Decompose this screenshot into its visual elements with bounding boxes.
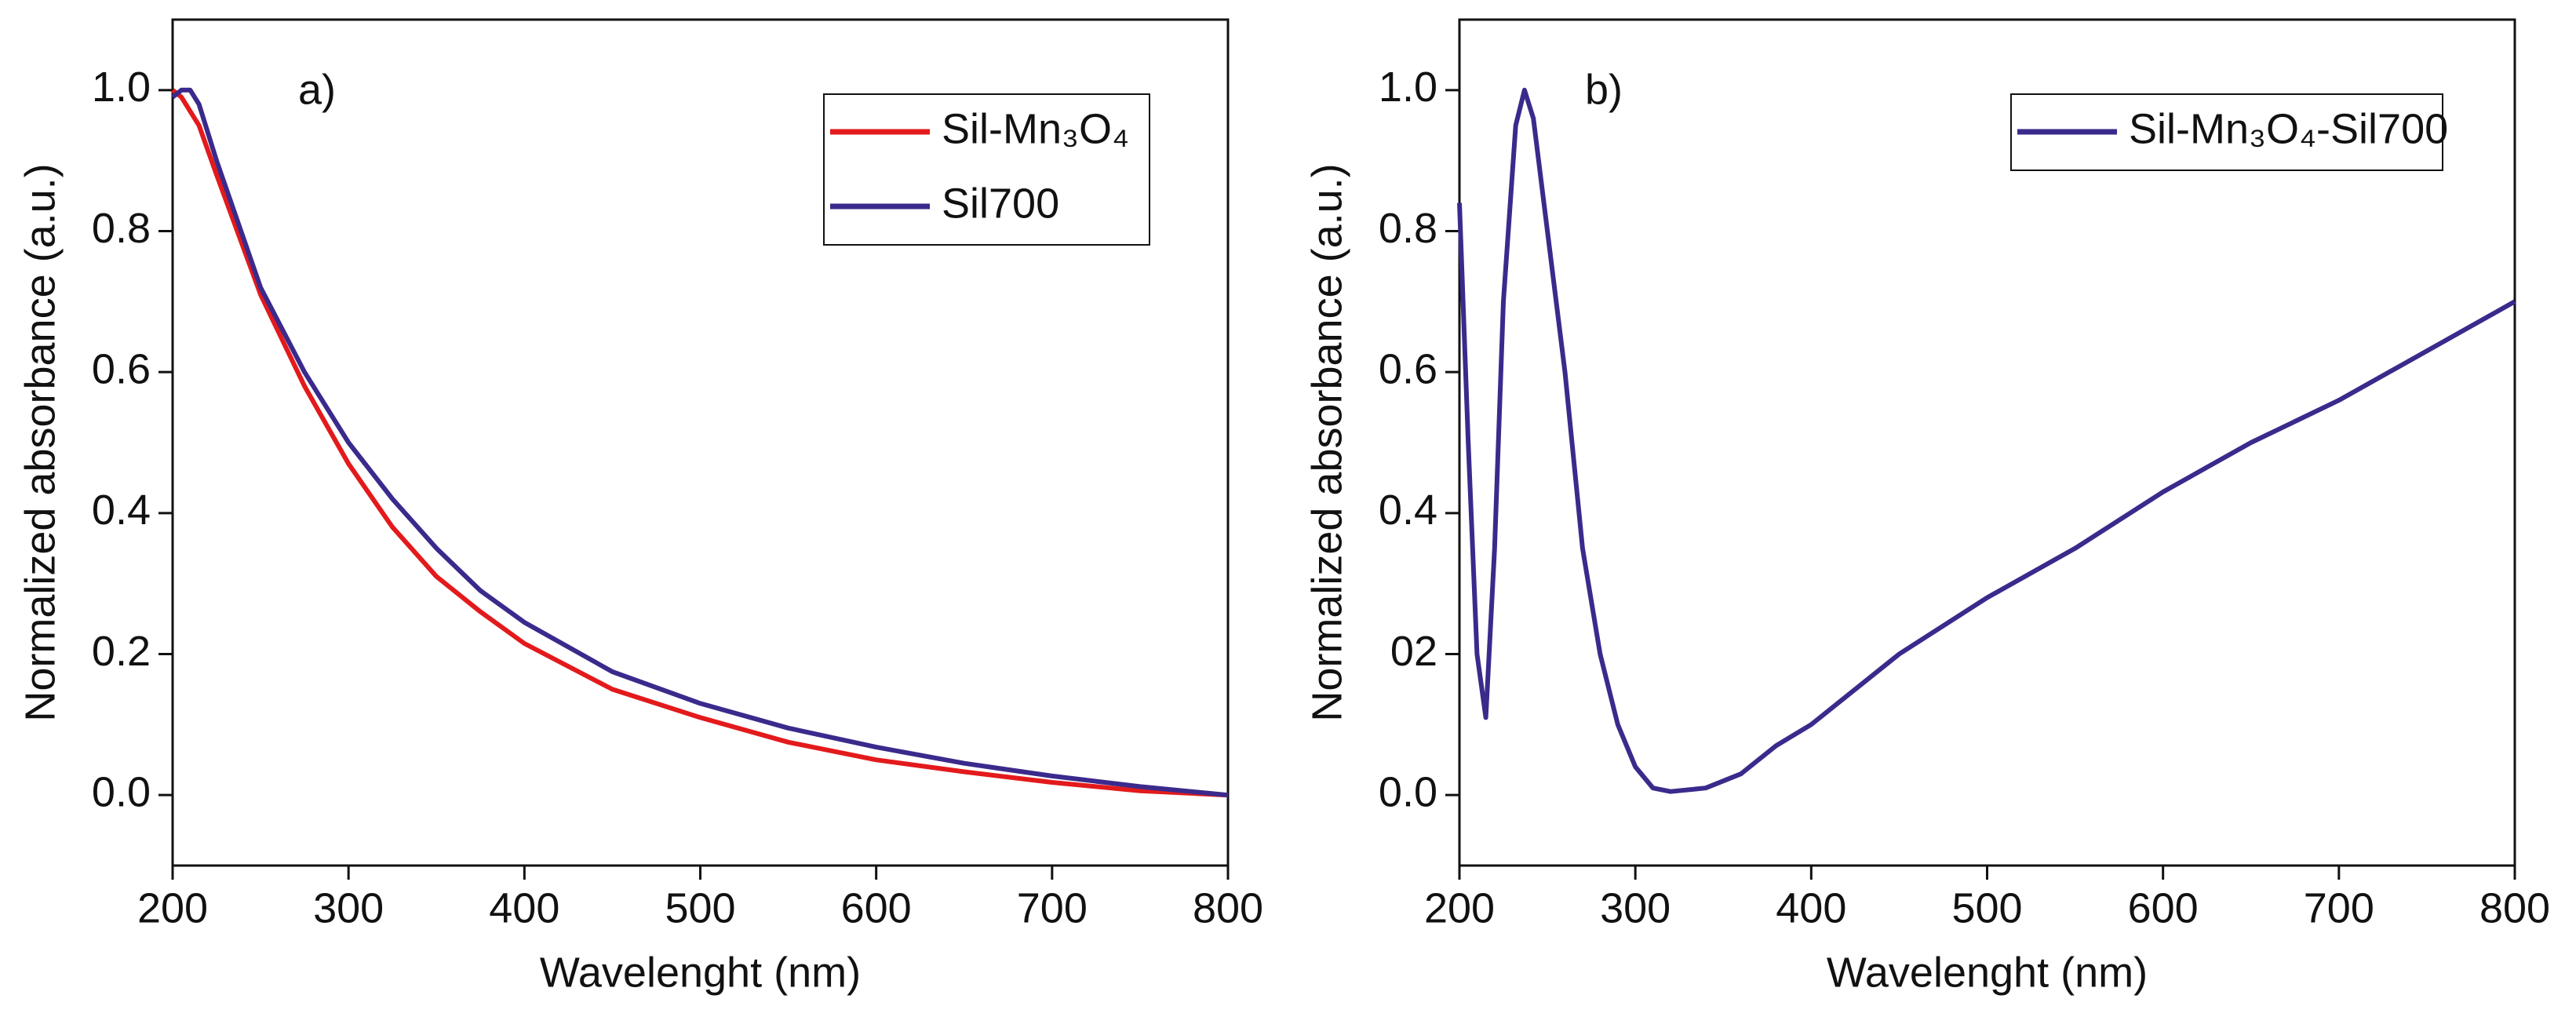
x-tick-label: 400 xyxy=(1776,884,1846,931)
x-tick-label: 400 xyxy=(489,884,559,931)
y-tick-label: 0.0 xyxy=(92,768,151,815)
y-tick-label: 1.0 xyxy=(92,64,151,111)
y-tick-label: 0.4 xyxy=(92,487,151,534)
y-tick-label: 0.6 xyxy=(92,345,151,392)
x-tick-label: 300 xyxy=(1600,884,1671,931)
x-tick-label: 200 xyxy=(137,884,208,931)
y-tick-label: 0.0 xyxy=(1379,768,1437,815)
legend-label: Sil-Mn₃O₄-Sil700 xyxy=(2129,105,2448,152)
data-line xyxy=(1457,87,2516,794)
y-tick-label: 0.8 xyxy=(92,205,151,252)
x-tick-label: 500 xyxy=(1951,884,2022,931)
y-axis-label: Normalized absorbance (a.u.) xyxy=(16,163,64,721)
x-tick-label: 600 xyxy=(841,884,912,931)
x-tick-label: 600 xyxy=(2128,884,2199,931)
y-axis-label: Normalized absorbance (a.u.) xyxy=(1303,163,1350,721)
data-line xyxy=(171,87,1229,798)
x-tick-label: 700 xyxy=(2304,884,2374,931)
annotation: a) xyxy=(298,66,336,113)
y-tick-label: 1.0 xyxy=(1379,64,1437,111)
y-tick-label: 02 xyxy=(1390,628,1437,675)
x-tick-label: 300 xyxy=(313,884,384,931)
plot-frame xyxy=(1458,18,2516,867)
legend-label: Sil700 xyxy=(942,180,1059,227)
chart-panel: 0.0 02 0.4 0.6 0.8 1.0 200 300 400 500 600 700 800 Wa… xyxy=(1303,18,2550,996)
x-tick-label: 800 xyxy=(2479,884,2550,931)
x-tick-label: 700 xyxy=(1017,884,1088,931)
y-tick-label: 0.8 xyxy=(1379,205,1437,252)
legend-label: Sil-Mn₃O₄ xyxy=(942,105,1129,152)
x-axis-label: Wavelenght (nm) xyxy=(1827,949,2148,996)
y-tick-label: 0.4 xyxy=(1379,487,1437,534)
legend-box xyxy=(823,93,1150,246)
x-tick-label: 200 xyxy=(1424,884,1495,931)
y-tick-label: 0.6 xyxy=(1379,345,1437,392)
data-line xyxy=(171,88,1229,798)
x-tick-label: 500 xyxy=(665,884,735,931)
x-axis-label: Wavelenght (nm) xyxy=(540,949,861,996)
plot-frame xyxy=(171,18,1230,867)
x-tick-label: 800 xyxy=(1193,884,1263,931)
annotation: b) xyxy=(1585,66,1623,113)
y-tick-label: 0.2 xyxy=(92,628,151,675)
chart-panel: 0.0 0.2 0.4 0.6 0.8 1.0 200 300 400 500 600 700 800 W… xyxy=(16,18,1263,996)
